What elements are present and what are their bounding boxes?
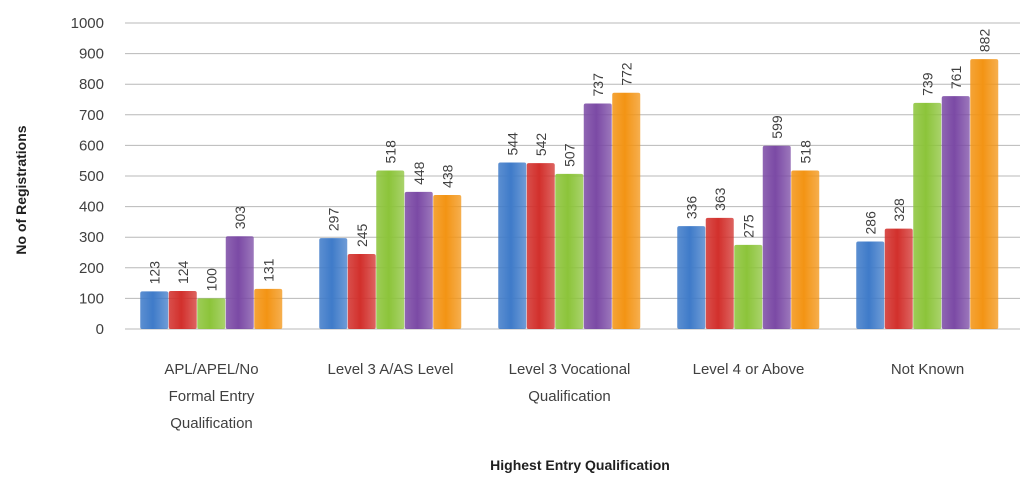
y-axis-ticks: 0 100 200 300 400 500 600 700 800 900 1000 <box>71 15 104 338</box>
data-label: 100 <box>204 268 220 292</box>
y-tick-label: 1000 <box>71 15 104 32</box>
bar <box>319 238 348 329</box>
bar <box>376 170 405 329</box>
y-tick-label: 200 <box>79 260 104 277</box>
bar <box>677 226 706 329</box>
x-category-label: Not Known <box>891 361 964 378</box>
bar <box>762 145 791 329</box>
x-axis-categories: APL/APEL/No Formal Entry Qualification Leve… <box>164 361 964 432</box>
x-category-label: APL/APEL/No <box>164 361 258 378</box>
data-label: 739 <box>920 72 936 96</box>
bar <box>254 288 283 329</box>
data-label: 245 <box>354 223 370 247</box>
data-label: 124 <box>175 260 191 284</box>
bar <box>734 244 763 329</box>
bar <box>705 217 734 329</box>
data-label: 882 <box>977 29 993 53</box>
bar <box>404 191 433 329</box>
y-tick-label: 900 <box>79 46 104 63</box>
x-category-label: Qualification <box>170 415 253 432</box>
data-label: 518 <box>798 140 814 164</box>
data-label: 336 <box>684 196 700 220</box>
data-label: 507 <box>562 143 578 167</box>
bar <box>884 228 913 329</box>
y-tick-label: 800 <box>79 76 104 93</box>
data-label: 599 <box>769 115 785 139</box>
data-label: 761 <box>948 66 964 90</box>
y-tick-label: 100 <box>79 290 104 307</box>
bar <box>498 162 527 329</box>
data-labels: 123 124 100 303 131 297 245 518 448 438 544 542 507 7… <box>147 29 993 292</box>
bar <box>433 194 462 329</box>
y-tick-label: 400 <box>79 199 104 216</box>
data-label: 438 <box>440 164 456 188</box>
y-tick-label: 500 <box>79 168 104 185</box>
bar <box>347 254 376 329</box>
data-label: 518 <box>383 140 399 164</box>
bar <box>791 170 820 329</box>
y-tick-label: 0 <box>96 321 104 338</box>
data-label: 275 <box>741 214 757 238</box>
data-label: 363 <box>712 187 728 211</box>
y-tick-label: 600 <box>79 137 104 154</box>
data-label: 542 <box>533 133 549 157</box>
bar <box>612 92 641 329</box>
data-label: 737 <box>590 73 606 97</box>
x-category-label: Formal Entry <box>169 388 255 405</box>
data-label: 123 <box>147 261 163 285</box>
data-label: 297 <box>326 208 342 232</box>
x-category-label: Qualification <box>528 388 611 405</box>
bar <box>970 59 999 329</box>
bar <box>941 96 970 329</box>
bar <box>913 102 942 329</box>
bar <box>583 103 612 329</box>
y-tick-label: 700 <box>79 107 104 124</box>
bar <box>140 291 169 329</box>
y-tick-label: 300 <box>79 229 104 246</box>
x-axis-title: Highest Entry Qualification <box>490 457 670 473</box>
x-category-label: Level 3 Vocational <box>509 361 631 378</box>
bar <box>197 298 226 329</box>
data-label: 448 <box>411 161 427 185</box>
data-label: 131 <box>261 258 277 282</box>
data-label: 544 <box>505 132 521 156</box>
bar <box>555 173 584 329</box>
data-label: 772 <box>619 62 635 86</box>
y-axis-title: No of Registrations <box>13 125 29 254</box>
data-label: 303 <box>232 206 248 230</box>
bar <box>856 241 885 329</box>
bar <box>168 291 197 329</box>
bars <box>140 59 999 329</box>
x-category-label: Level 4 or Above <box>693 361 805 378</box>
x-category-label: Level 3 A/AS Level <box>328 361 454 378</box>
data-label: 286 <box>863 211 879 235</box>
data-label: 328 <box>891 198 907 222</box>
bar <box>526 163 555 329</box>
bar <box>225 236 254 329</box>
